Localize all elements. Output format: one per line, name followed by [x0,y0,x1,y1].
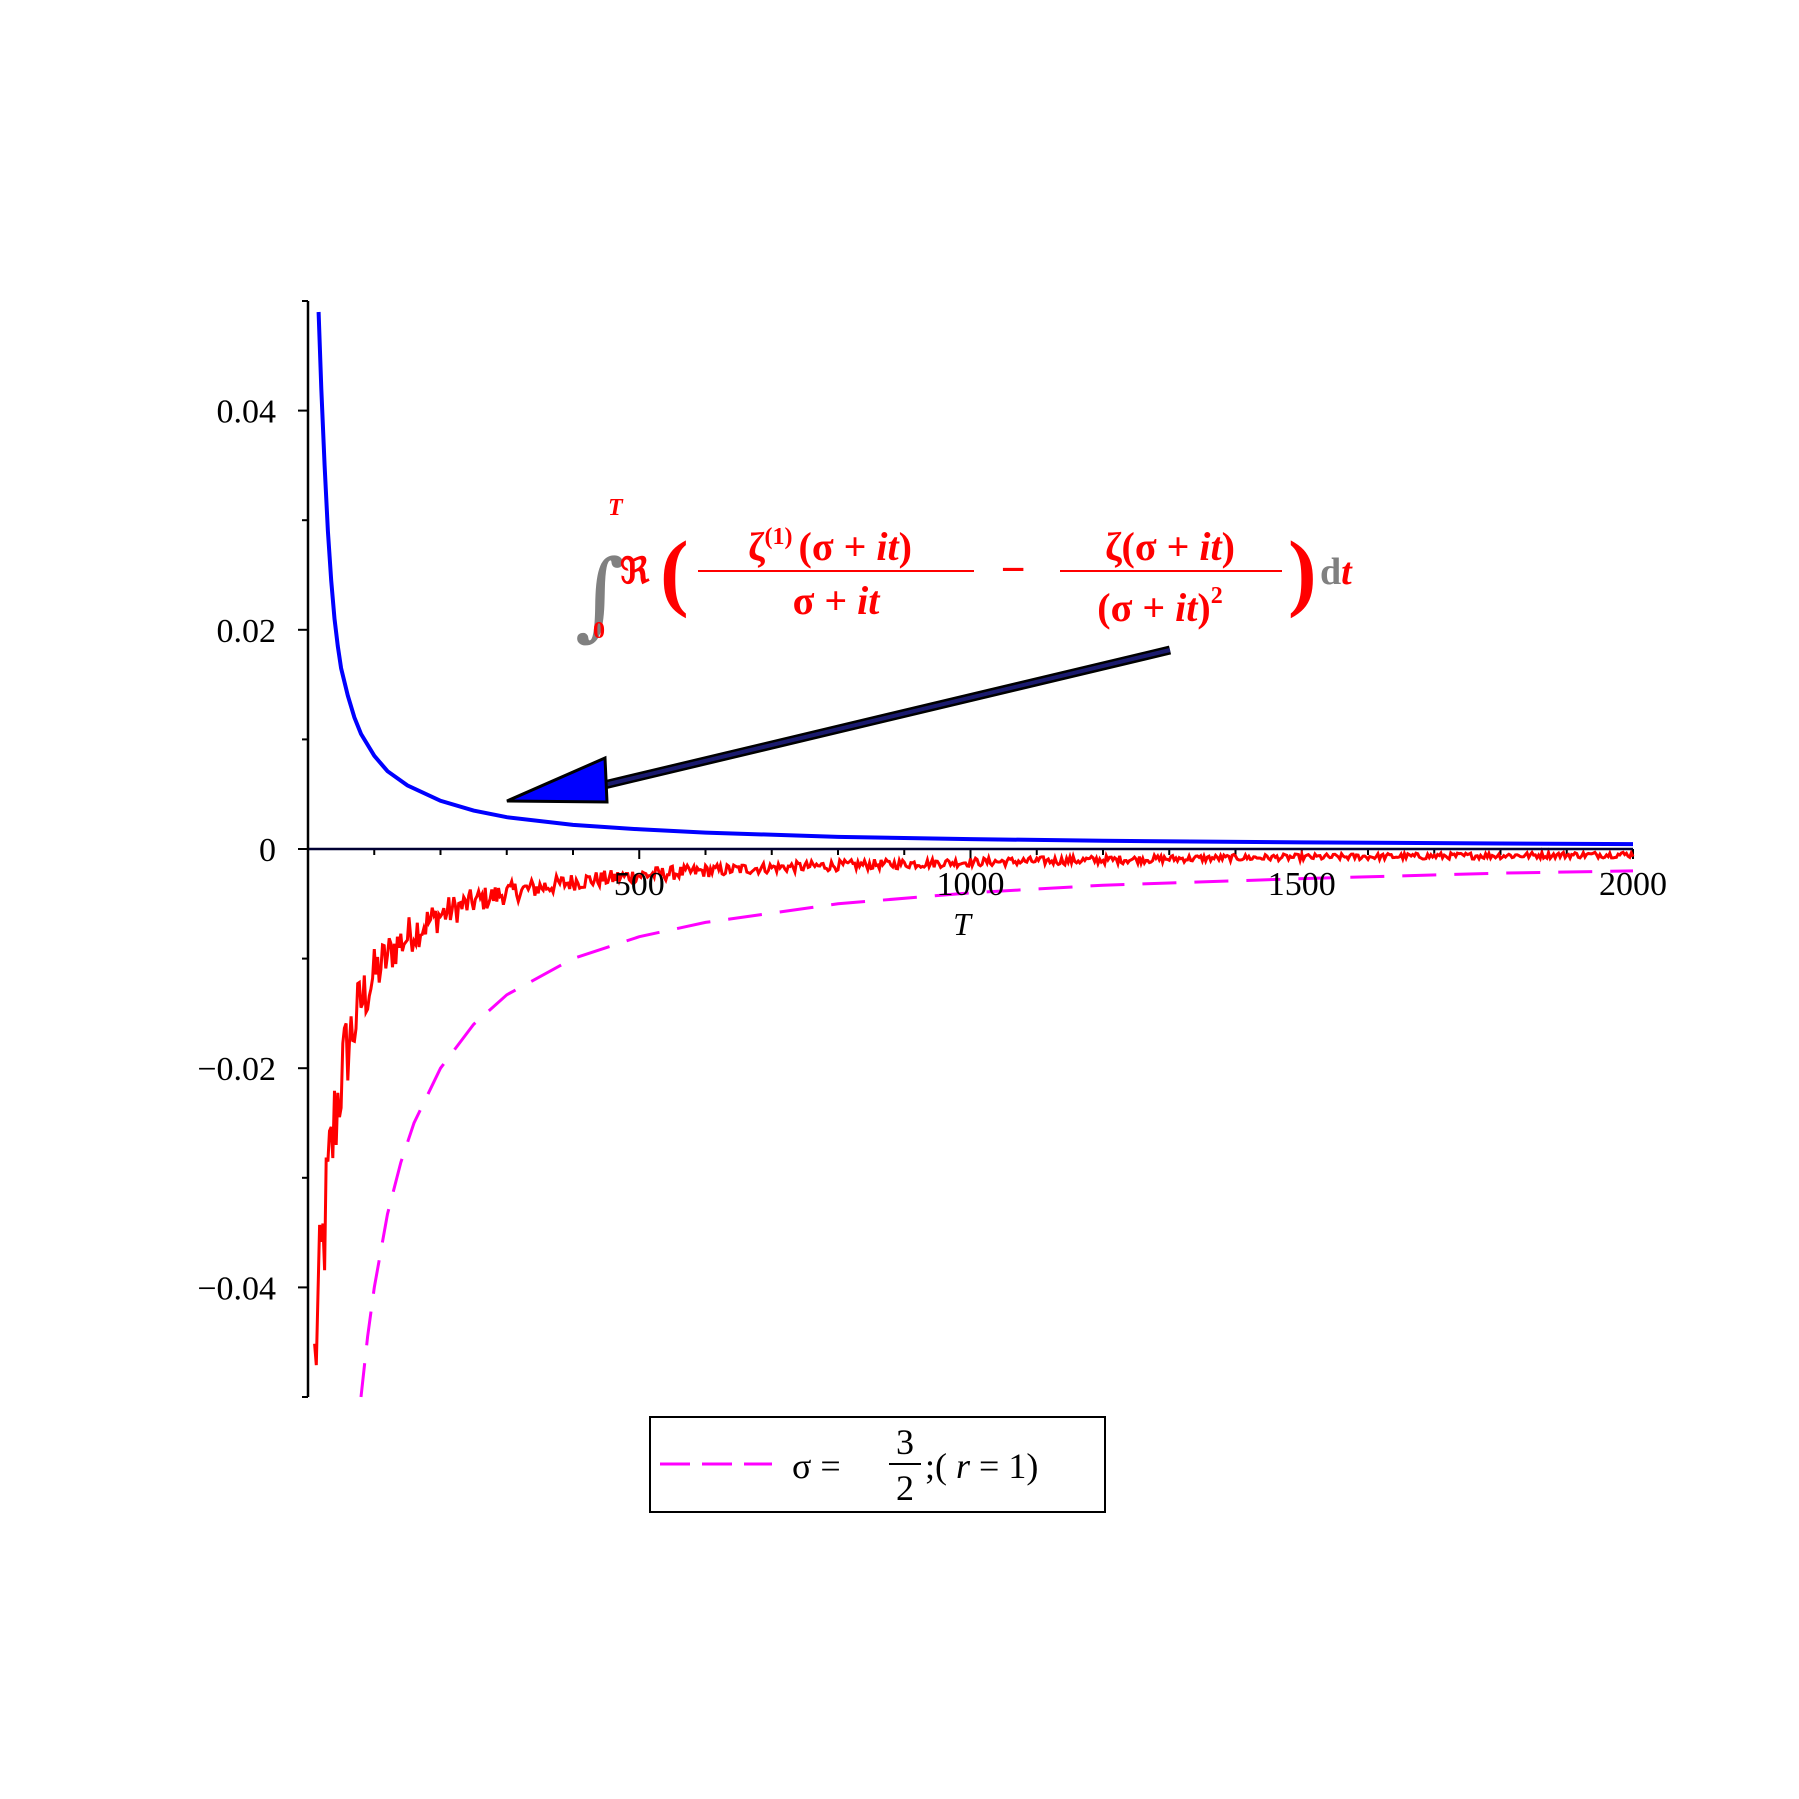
y-tick-label: −0.02 [197,1051,276,1088]
y-tick-label: 0.02 [217,613,277,650]
annotation-arrow-shaft-highlight [599,648,1171,788]
integral-sign: ∫ [575,539,625,651]
y-tick-label: −0.04 [197,1270,276,1307]
legend-frac-numerator: 3 [896,1422,914,1462]
x-axis-title: T [953,906,973,942]
legend: σ = 3 2 ;( r = 1) [649,1416,1106,1513]
differential: dt [1320,551,1353,593]
legend-r-label: ;( r = 1) [925,1446,1038,1486]
fraction2-numerator: ζ(σ + it) [1105,524,1235,569]
annotation-arrowhead [506,755,609,804]
fraction1-denominator: σ + it [793,578,882,623]
legend-sigma-label: σ = [792,1446,841,1486]
x-tick-label: 500 [614,866,665,903]
real-part-symbol: ℜ [620,551,650,591]
integral-upper-limit: T [608,495,624,521]
y-tick-label: 0.04 [217,394,277,431]
fraction1-numerator: ζ(1) (σ + it) [748,524,912,569]
formula-annotation: ∫ T 0 ℜ ( ζ(1) (σ + it) σ + it − ζ(σ + it… [506,495,1353,804]
integral-lower-limit: 0 [593,618,605,644]
series-sigma-dashed-line [359,869,1634,1398]
x-axis-tick-labels: 500 1000 1500 2000 [614,866,1667,903]
minus-sign: − [1000,545,1025,594]
x-tick-label: 1500 [1268,866,1336,903]
legend-frac-denominator: 2 [896,1468,914,1508]
close-paren: ) [1288,523,1317,619]
y-axis-ticks [298,300,308,1398]
series-red-oscillating-line [313,847,1635,1366]
y-tick-label: 0 [259,832,276,869]
plot-area: −0.04 −0.02 0 0.02 0.04 500 1000 1500 2000 T [197,300,1667,1398]
y-axis-tick-labels: −0.04 −0.02 0 0.02 0.04 [197,394,276,1308]
x-tick-label: 2000 [1599,866,1667,903]
x-tick-label: 1000 [937,866,1005,903]
fraction2-denominator: (σ + it)2 [1097,583,1222,630]
open-paren: ( [660,523,689,619]
series-blue-line [316,311,1634,847]
